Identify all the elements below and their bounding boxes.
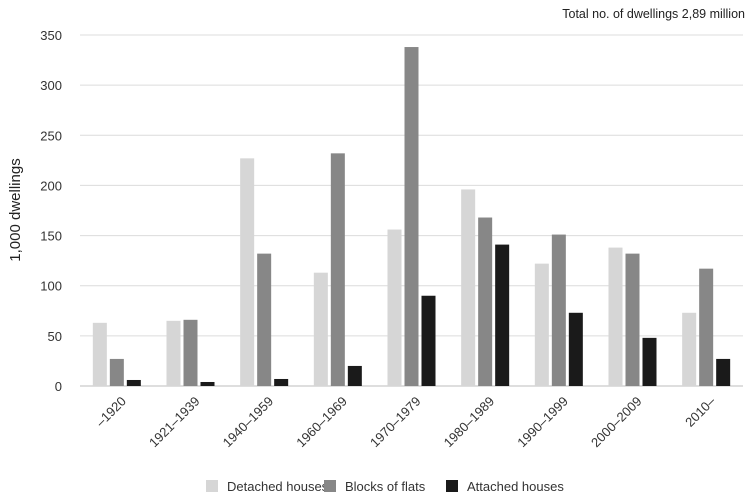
x-tick-label: 1921–1939 (146, 394, 203, 451)
y-tick-label: 200 (40, 178, 62, 193)
y-tick-label: 100 (40, 279, 62, 294)
y-axis-title: 1,000 dwellings (7, 158, 24, 261)
bar-detached-houses (534, 263, 549, 386)
chart-annotation: Total no. of dwellings 2,89 million (562, 7, 745, 21)
x-axis-ticks: –1920 1921–1939 1940–1959 1960–1969 1970–197… (93, 393, 719, 450)
bar-attached-houses (421, 295, 436, 386)
bar-detached-houses (240, 158, 255, 386)
bar-detached-houses (682, 312, 697, 386)
legend-label: Blocks of flats (345, 479, 426, 494)
bar-blocks-of-flats (109, 358, 124, 386)
bar-attached-houses (274, 378, 289, 386)
bar-blocks-of-flats (478, 217, 493, 386)
bar-detached-houses (166, 320, 181, 386)
y-tick-label: 250 (40, 128, 62, 143)
bar-attached-houses (568, 312, 583, 386)
bar-detached-houses (461, 189, 476, 386)
legend: Detached houses Blocks of flats Attached h… (206, 479, 564, 494)
bar-blocks-of-flats (699, 268, 714, 386)
bar-blocks-of-flats (257, 253, 272, 386)
legend-swatch (206, 480, 218, 492)
bar-attached-houses (126, 379, 141, 386)
y-axis-ticks: 0 50 100 150 200 250 300 350 (40, 28, 62, 394)
bar-detached-houses (608, 247, 623, 386)
bar-blocks-of-flats (330, 153, 345, 386)
bar-detached-houses (313, 272, 328, 386)
x-tick-label: –1920 (93, 394, 129, 430)
y-tick-label: 350 (40, 28, 62, 43)
bar-attached-houses (716, 358, 731, 386)
x-tick-label: 1990–1999 (514, 394, 571, 451)
bar-attached-houses (200, 381, 215, 386)
bar-blocks-of-flats (404, 47, 419, 386)
x-tick-label: 1980–1989 (441, 394, 498, 451)
y-tick-label: 0 (55, 379, 62, 394)
bar-attached-houses (495, 244, 510, 386)
bar-detached-houses (387, 229, 402, 386)
bars (92, 47, 731, 386)
y-tick-label: 300 (40, 78, 62, 93)
x-tick-label: 2000–2009 (588, 394, 645, 451)
bar-blocks-of-flats (625, 253, 640, 386)
bar-attached-houses (347, 365, 362, 386)
bar-blocks-of-flats (183, 319, 198, 386)
legend-swatch (324, 480, 336, 492)
bar-detached-houses (92, 322, 107, 386)
y-tick-label: 50 (48, 329, 62, 344)
x-tick-label: 2010– (682, 393, 719, 430)
legend-swatch (446, 480, 458, 492)
bar-attached-houses (642, 337, 657, 386)
legend-label: Detached houses (227, 479, 329, 494)
x-tick-label: 1940–1959 (220, 394, 277, 451)
y-tick-label: 150 (40, 229, 62, 244)
legend-label: Attached houses (467, 479, 564, 494)
bar-blocks-of-flats (551, 234, 566, 386)
x-tick-label: 1970–1979 (367, 394, 424, 451)
x-tick-label: 1960–1969 (293, 394, 350, 451)
